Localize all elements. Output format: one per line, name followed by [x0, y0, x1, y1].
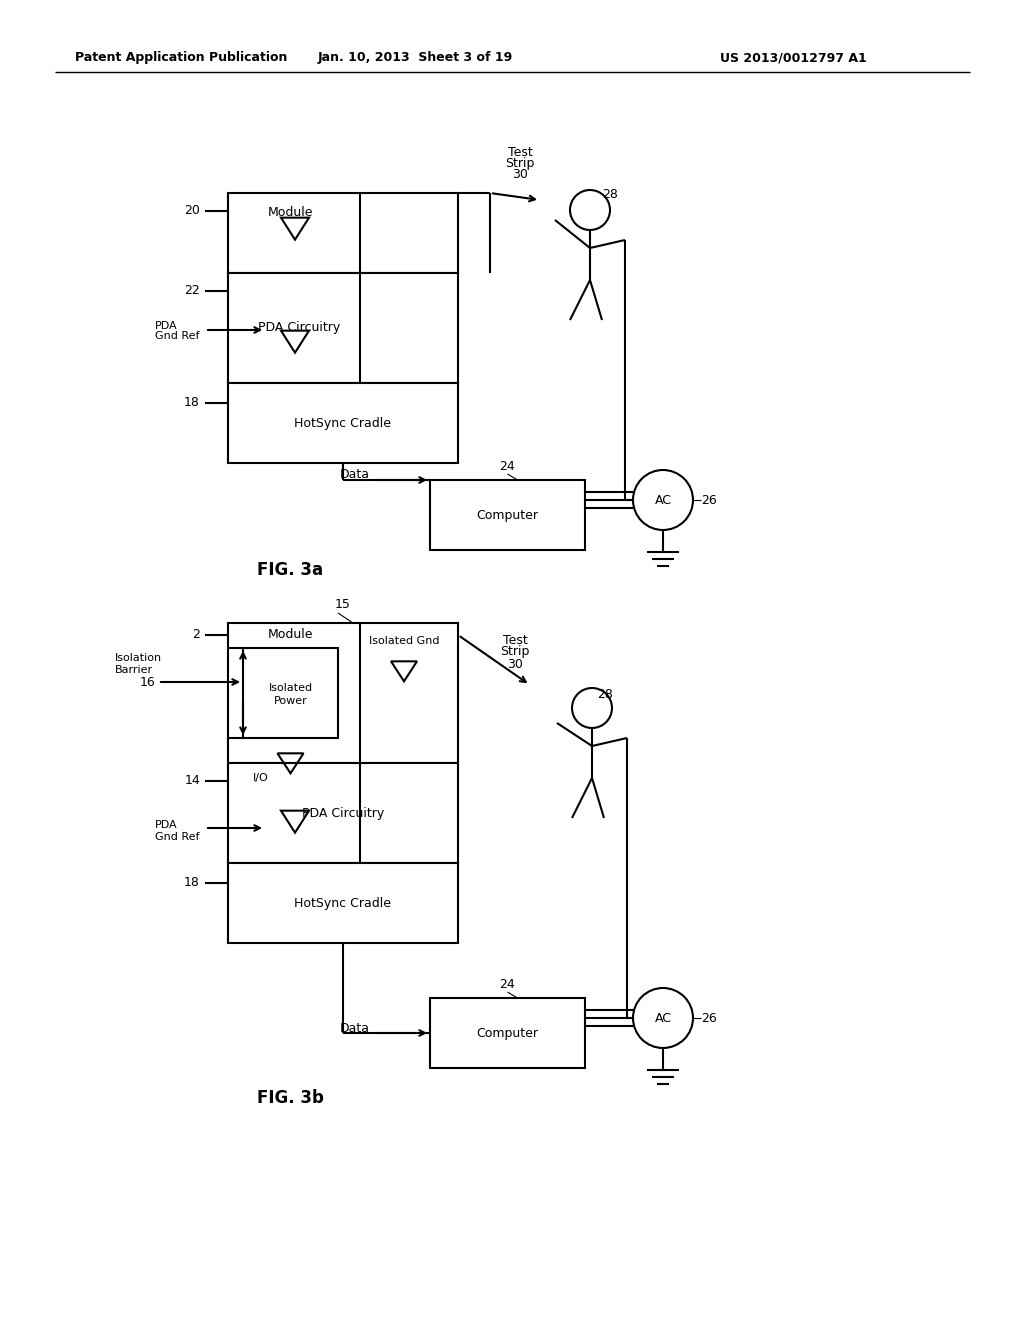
Bar [243, 648, 338, 738]
Text: FIG. 3b: FIG. 3b [257, 1089, 324, 1107]
Text: Test: Test [508, 145, 532, 158]
Bar [228, 383, 458, 463]
Text: 18: 18 [184, 396, 200, 409]
Text: 15: 15 [335, 598, 351, 611]
Text: 26: 26 [701, 1011, 717, 1024]
Text: 14: 14 [184, 775, 200, 788]
Text: Power: Power [273, 696, 307, 706]
Text: Test: Test [503, 634, 527, 647]
Text: FIG. 3a: FIG. 3a [257, 561, 323, 579]
Text: Jan. 10, 2013  Sheet 3 of 19: Jan. 10, 2013 Sheet 3 of 19 [317, 51, 513, 65]
Text: Gnd Ref: Gnd Ref [155, 331, 200, 341]
Text: PDA: PDA [155, 820, 177, 830]
Text: Patent Application Publication: Patent Application Publication [75, 51, 288, 65]
Text: Computer: Computer [476, 508, 539, 521]
Text: 20: 20 [184, 205, 200, 218]
Text: 16: 16 [139, 676, 155, 689]
Bar [430, 480, 585, 550]
Text: AC: AC [654, 1011, 672, 1024]
Bar [228, 193, 458, 273]
Text: 22: 22 [184, 285, 200, 297]
Text: Data: Data [340, 1022, 370, 1035]
Text: Isolated Gnd: Isolated Gnd [369, 636, 439, 645]
Text: Barrier: Barrier [115, 665, 154, 675]
Text: 24: 24 [500, 978, 515, 990]
Text: Computer: Computer [476, 1027, 539, 1040]
Text: Isolation: Isolation [115, 653, 162, 663]
Text: PDA Circuitry: PDA Circuitry [302, 807, 384, 820]
Text: HotSync Cradle: HotSync Cradle [295, 896, 391, 909]
Text: Strip: Strip [501, 645, 529, 659]
Text: US 2013/0012797 A1: US 2013/0012797 A1 [720, 51, 866, 65]
Text: Module: Module [268, 206, 313, 219]
Text: 28: 28 [602, 189, 617, 202]
Text: 30: 30 [507, 657, 523, 671]
Text: Strip: Strip [505, 157, 535, 169]
Bar [228, 623, 458, 763]
Text: Data: Data [340, 469, 370, 482]
Bar [228, 763, 458, 863]
Text: Gnd Ref: Gnd Ref [155, 832, 200, 842]
Text: I/O: I/O [253, 774, 268, 783]
Text: AC: AC [654, 494, 672, 507]
Text: 30: 30 [512, 168, 528, 181]
Text: 18: 18 [184, 876, 200, 890]
Bar [430, 998, 585, 1068]
Text: PDA: PDA [155, 321, 177, 331]
Text: 28: 28 [597, 689, 613, 701]
Text: Isolated: Isolated [268, 682, 312, 693]
Bar [228, 273, 458, 383]
Text: 26: 26 [701, 494, 717, 507]
Text: HotSync Cradle: HotSync Cradle [295, 417, 391, 429]
Bar [228, 863, 458, 942]
Text: PDA Circuitry: PDA Circuitry [258, 322, 340, 334]
Text: 24: 24 [500, 459, 515, 473]
Text: Module: Module [268, 628, 313, 642]
Text: 2: 2 [193, 628, 200, 642]
